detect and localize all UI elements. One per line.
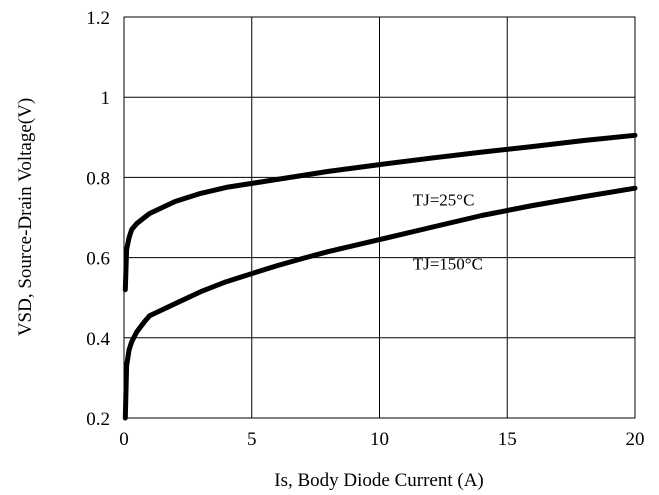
y-axis-label: VSD, Source-Drain Voltage(V) [15,98,36,336]
x-tick-label: 15 [498,429,517,450]
x-tick-label: 5 [247,429,257,450]
series-line-tj-25c [122,132,638,293]
tick-labels: 0 5 10 15 20 0.2 0.4 0.6 0.8 1 1.2 [86,8,644,450]
series-group [122,132,638,421]
plot-frame [123,16,636,419]
y-tick-label: 0.4 [86,329,110,350]
y-tick-label: 0.6 [86,249,110,270]
y-tick-label: 0.8 [86,168,110,189]
x-tick-label: 0 [119,429,129,450]
x-axis-label: Is, Body Diode Current (A) [274,470,484,491]
x-tick-label: 20 [626,429,645,450]
annotations: TJ=25°C TJ=150°C [413,190,483,273]
series-annotation: TJ=150°C [413,255,483,274]
y-tick-label: 1.2 [86,8,110,29]
series-annotation: TJ=25°C [413,190,475,209]
series-line-tj-150c [122,185,638,421]
grid [124,17,635,418]
y-tick-label: 1 [101,88,111,109]
y-tick-label: 0.2 [86,409,110,430]
x-tick-label: 10 [370,429,389,450]
